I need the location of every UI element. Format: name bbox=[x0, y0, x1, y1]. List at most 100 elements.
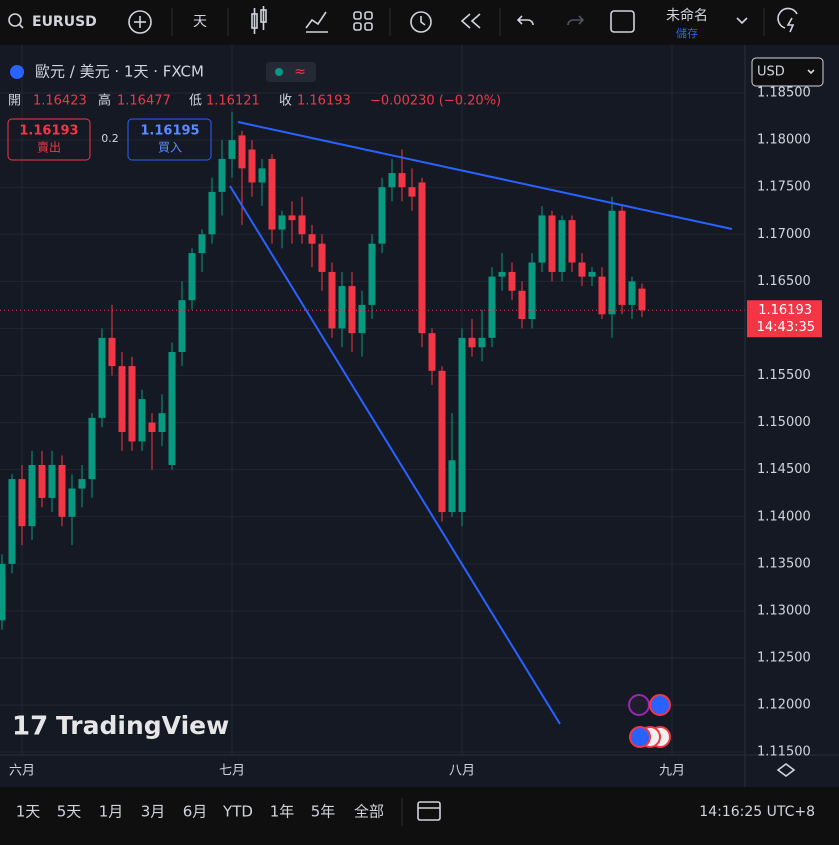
y-tick-label: 1.18000 bbox=[757, 133, 811, 148]
candle-body bbox=[518, 290, 526, 320]
y-tick-label: 1.14500 bbox=[757, 462, 811, 477]
ohlc-value: 1.16423 bbox=[33, 94, 87, 109]
candle-body bbox=[338, 286, 346, 329]
buy-label[interactable]: 買入 bbox=[158, 141, 182, 155]
candle-body bbox=[288, 215, 296, 221]
candle-body bbox=[348, 286, 356, 334]
range-button[interactable]: 5天 bbox=[57, 803, 82, 821]
layout-menu[interactable] bbox=[736, 17, 748, 25]
candle-body bbox=[88, 417, 96, 480]
candle-body bbox=[38, 464, 46, 498]
quick-search[interactable] bbox=[777, 7, 798, 33]
candle-body bbox=[188, 253, 196, 301]
candle-body bbox=[388, 173, 396, 188]
ohlc-value: 1.16193 bbox=[297, 94, 351, 109]
symbol[interactable]: EURUSD bbox=[32, 14, 97, 30]
candle-body bbox=[138, 399, 146, 442]
range-button[interactable]: 6月 bbox=[183, 803, 208, 821]
layout-name[interactable]: 未命名 bbox=[666, 7, 708, 24]
range-button[interactable]: 全部 bbox=[354, 803, 384, 821]
undo-button[interactable] bbox=[516, 15, 534, 26]
layout-button[interactable] bbox=[610, 10, 635, 33]
candle-body bbox=[68, 488, 76, 517]
candle-body bbox=[578, 262, 586, 277]
candle-body bbox=[508, 271, 516, 291]
range-button[interactable]: 1年 bbox=[270, 803, 295, 821]
range-button[interactable]: 5年 bbox=[311, 803, 336, 821]
templates-button[interactable] bbox=[353, 11, 373, 31]
buy-button[interactable] bbox=[127, 118, 212, 161]
candle-body bbox=[528, 262, 536, 320]
candle-body bbox=[608, 210, 616, 315]
y-tick-label: 1.12000 bbox=[757, 698, 811, 713]
trend-line[interactable] bbox=[229, 185, 561, 725]
candle-body bbox=[218, 158, 226, 192]
replay-button[interactable] bbox=[460, 13, 481, 29]
save-label[interactable]: 儲存 bbox=[676, 26, 698, 40]
y-tick-label: 1.15000 bbox=[757, 415, 811, 430]
last-price: 1.16193 bbox=[758, 303, 812, 318]
range-button[interactable]: 1月 bbox=[99, 803, 124, 821]
axis-settings[interactable] bbox=[776, 763, 796, 777]
compare-button[interactable] bbox=[128, 10, 152, 34]
candle-body bbox=[448, 460, 456, 513]
goto-date[interactable] bbox=[417, 801, 441, 821]
candle-body bbox=[158, 413, 166, 433]
candle-body bbox=[168, 351, 176, 465]
indicators-button[interactable] bbox=[305, 11, 328, 33]
candle-body bbox=[118, 366, 126, 433]
range-button[interactable]: YTD bbox=[222, 803, 253, 821]
buy-price[interactable]: 1.16195 bbox=[140, 124, 199, 139]
trend-line[interactable] bbox=[237, 121, 733, 230]
candle-body bbox=[538, 215, 546, 263]
candle-body bbox=[48, 464, 56, 498]
event-icons[interactable] bbox=[628, 694, 671, 748]
alert-button[interactable] bbox=[410, 11, 432, 33]
candle-body bbox=[128, 366, 136, 442]
status-badge bbox=[266, 62, 316, 82]
candle-body bbox=[18, 479, 26, 527]
candle-body bbox=[268, 158, 276, 230]
candle-body bbox=[568, 220, 576, 263]
top-toolbar: EURUSD 天 未命名 儲存 bbox=[8, 6, 798, 40]
candle-body bbox=[318, 243, 326, 272]
legend-title: 歐元 / 美元 · 1天 · FXCM bbox=[35, 63, 204, 81]
currency-select[interactable] bbox=[751, 57, 824, 87]
chart-type-button[interactable] bbox=[251, 6, 267, 34]
search-icon[interactable] bbox=[8, 13, 22, 27]
y-tick-label: 1.13500 bbox=[757, 556, 811, 571]
y-tick-label: 1.16500 bbox=[757, 274, 811, 289]
candle-body bbox=[108, 337, 116, 367]
candle-body bbox=[328, 271, 336, 329]
range-button[interactable]: 1天 bbox=[16, 803, 41, 821]
bottom-toolbar: 14:16:25 UTC+8 1天 5天 1月 3月 6月 YTD 1年 5年 全部 bbox=[16, 798, 815, 826]
sell-price[interactable]: 1.16193 bbox=[19, 124, 78, 139]
candle-body bbox=[598, 276, 606, 315]
redo-button[interactable] bbox=[567, 15, 585, 26]
x-tick-label: 九月 bbox=[659, 764, 685, 779]
interval[interactable]: 天 bbox=[193, 14, 207, 30]
candle-body bbox=[488, 276, 496, 338]
candle-body bbox=[558, 220, 566, 272]
candle-body bbox=[468, 337, 476, 348]
candle-body bbox=[438, 370, 446, 513]
candle-body bbox=[638, 288, 646, 311]
sell-button[interactable] bbox=[7, 118, 91, 161]
sell-label[interactable]: 賣出 bbox=[37, 140, 61, 155]
candle-body bbox=[0, 563, 6, 621]
y-tick-label: 1.14000 bbox=[757, 509, 811, 524]
currency[interactable]: USD bbox=[757, 65, 785, 80]
watermark: 17 TradingView bbox=[12, 711, 229, 742]
x-tick-label: 七月 bbox=[219, 764, 245, 779]
candle-body bbox=[208, 191, 216, 235]
y-tick-label: 1.18500 bbox=[757, 86, 811, 101]
candle-body bbox=[368, 243, 376, 305]
candle-body bbox=[248, 149, 256, 183]
clock[interactable]: 14:16:25 UTC+8 bbox=[699, 804, 815, 820]
candle-body bbox=[178, 300, 186, 352]
candle-body bbox=[398, 173, 406, 188]
y-tick-label: 1.12500 bbox=[757, 651, 811, 666]
watermark-text: TradingView bbox=[56, 711, 229, 740]
range-button[interactable]: 3月 bbox=[141, 803, 166, 821]
